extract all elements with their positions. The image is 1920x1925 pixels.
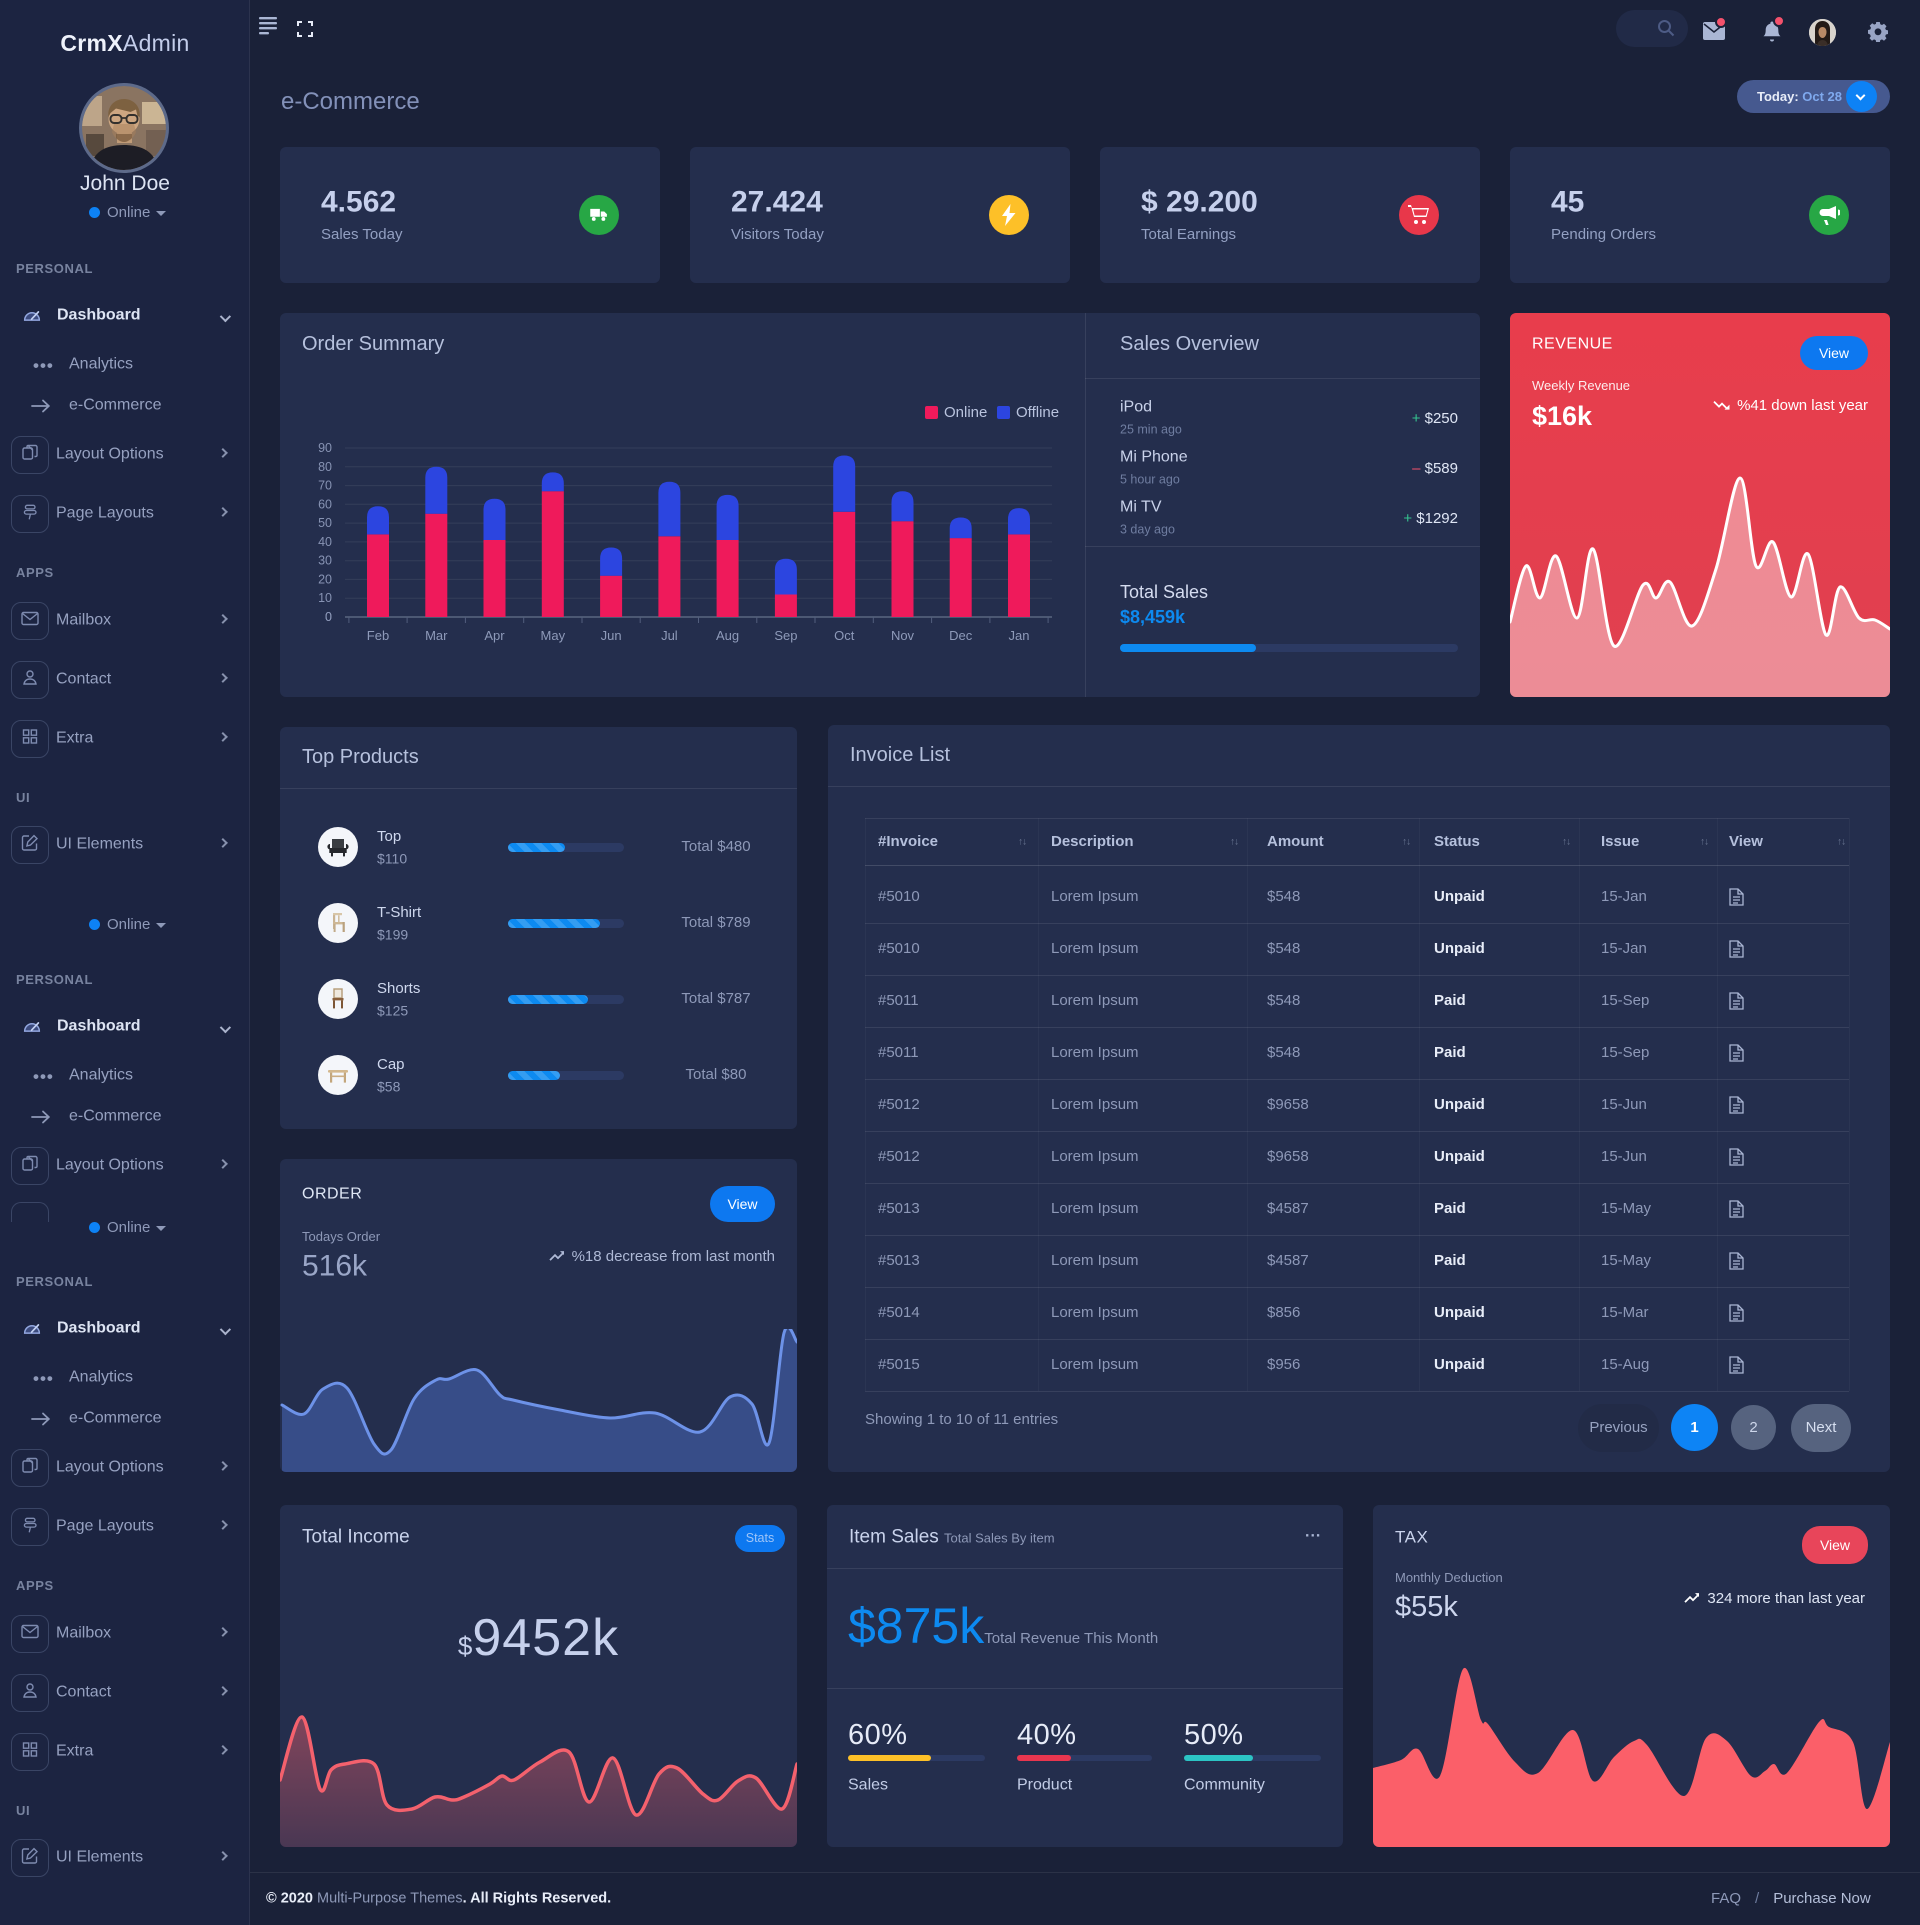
svg-text:10: 10 xyxy=(318,591,332,605)
svg-text:40: 40 xyxy=(318,535,332,549)
svg-text:90: 90 xyxy=(318,441,332,455)
svg-text:Oct: Oct xyxy=(834,628,855,643)
svg-text:Mar: Mar xyxy=(425,628,448,643)
svg-text:20: 20 xyxy=(318,572,332,586)
svg-text:0: 0 xyxy=(325,610,332,624)
svg-text:Nov: Nov xyxy=(891,628,915,643)
svg-text:Online: Online xyxy=(944,404,987,421)
svg-text:Dec: Dec xyxy=(949,628,973,643)
svg-text:Jun: Jun xyxy=(601,628,622,643)
svg-text:60: 60 xyxy=(318,497,332,511)
svg-text:Apr: Apr xyxy=(484,628,505,643)
svg-text:70: 70 xyxy=(318,479,332,493)
svg-text:Aug: Aug xyxy=(716,628,739,643)
svg-text:Offline: Offline xyxy=(1016,404,1059,421)
svg-text:0: 0 xyxy=(325,610,332,624)
svg-text:May: May xyxy=(541,628,566,643)
svg-text:80: 80 xyxy=(318,460,332,474)
svg-text:Sep: Sep xyxy=(774,628,797,643)
svg-text:30: 30 xyxy=(318,554,332,568)
svg-text:Jan: Jan xyxy=(1009,628,1030,643)
svg-text:Feb: Feb xyxy=(367,628,389,643)
svg-text:50: 50 xyxy=(318,516,332,530)
svg-text:Jul: Jul xyxy=(661,628,678,643)
